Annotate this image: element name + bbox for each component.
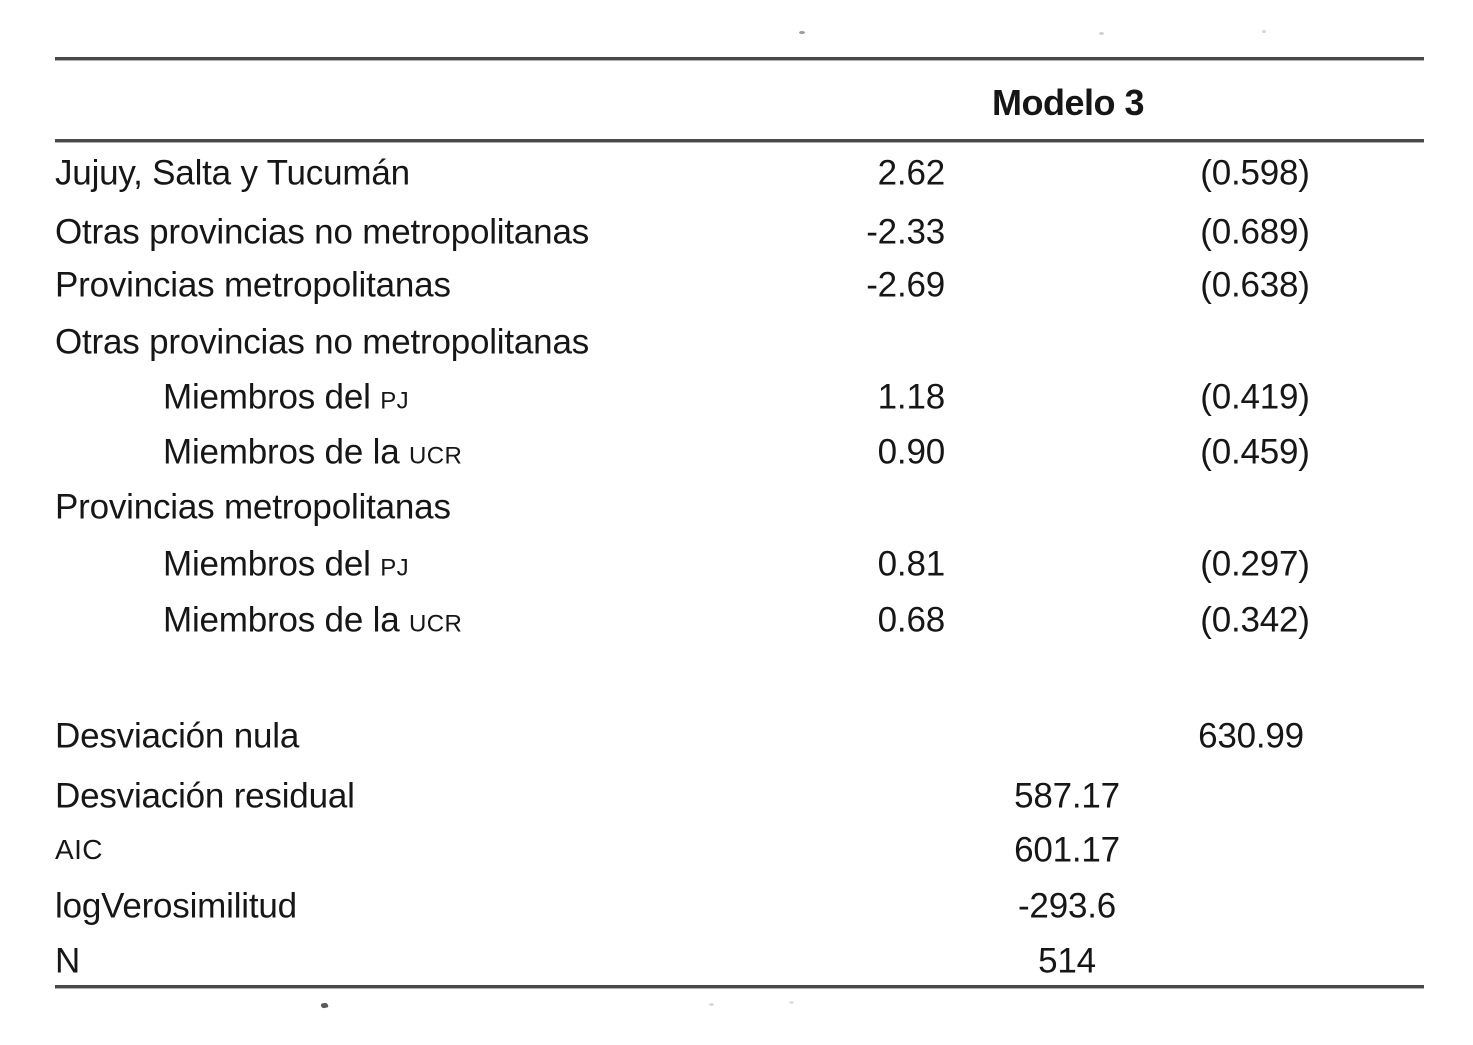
stat-label-aic: AIC [55,834,103,865]
stat-value: 630.99 [1198,716,1304,756]
coefficient-value: 0.90 [877,432,946,472]
table-row: Jujuy, Salta y Tucumán 2.62 (0.598) [0,145,1473,201]
table-row: Otras provincias no metropolitanas -2.33… [0,204,1473,260]
table-row: Miembros de la UCR 0.90 (0.459) [0,424,1473,480]
stat-label: N [55,941,81,981]
stat-value: 587.17 [1014,776,1120,816]
table-group-row: Provincias metropolitanas [0,479,1473,535]
standard-error-value: (0.342) [1200,600,1310,640]
party-acronym: UCR [408,610,463,638]
standard-error-value: (0.638) [1200,265,1310,305]
table-header-row: Modelo 3 [0,75,1473,131]
stat-value: 514 [1038,941,1096,981]
stat-row: Desviación residual 587.17 [0,768,1473,824]
scan-speck [709,1003,714,1006]
stat-value: 601.17 [1014,830,1120,870]
standard-error-value: (0.598) [1200,153,1310,193]
party-acronym: PJ [380,554,410,582]
stat-label: logVerosimilitud [55,886,297,926]
stat-row: AIC 601.17 [0,822,1473,878]
stat-value: -293.6 [1017,886,1117,926]
stat-row: Desviación nula 630.99 [0,708,1473,764]
column-header-modelo-3: Modelo 3 [991,82,1145,123]
table-group-row: Otras provincias no metropolitanas [0,314,1473,370]
coefficient-value: 0.81 [877,544,946,584]
group-label: Provincias metropolitanas [55,487,451,527]
scan-speck [1262,30,1266,33]
table-row: Provincias metropolitanas -2.69 (0.638) [0,257,1473,313]
scan-speck [789,1001,794,1004]
row-label: Jujuy, Salta y Tucumán [55,153,410,193]
standard-error-value: (0.459) [1200,432,1310,472]
coefficient-value: 1.18 [877,377,946,417]
table-row: Miembros del PJ 0.81 (0.297) [0,536,1473,592]
table-top-rule [55,57,1424,60]
scan-speck [799,31,805,34]
row-label: Miembros de la UCR [163,600,463,640]
stat-label: Desviación residual [55,776,355,816]
party-acronym: PJ [380,387,410,415]
scan-speck [320,1002,329,1009]
coefficient-value: -2.33 [866,212,945,252]
stat-label: Desviación nula [55,716,300,756]
row-label: Miembros de la UCR [163,432,463,472]
table-bottom-rule [55,985,1424,988]
standard-error-value: (0.419) [1200,377,1310,417]
row-label: Miembros del PJ [163,544,410,584]
table-row: Miembros de la UCR 0.68 (0.342) [0,592,1473,648]
group-label: Otras provincias no metropolitanas [55,322,590,362]
table-row: Miembros del PJ 1.18 (0.419) [0,369,1473,425]
coefficient-value: 0.68 [877,600,946,640]
standard-error-value: (0.689) [1200,212,1310,252]
coefficient-value: -2.69 [866,265,945,305]
coefficient-value: 2.62 [877,153,946,193]
row-label: Provincias metropolitanas [55,265,451,305]
row-label: Miembros del PJ [163,377,410,417]
stat-row: logVerosimilitud -293.6 [0,878,1473,934]
standard-error-value: (0.297) [1200,544,1310,584]
stat-row: N 514 [0,933,1473,989]
party-acronym: UCR [408,442,463,470]
row-label: Otras provincias no metropolitanas [55,212,590,252]
table-header-rule [55,139,1424,142]
scan-speck [1099,32,1104,35]
